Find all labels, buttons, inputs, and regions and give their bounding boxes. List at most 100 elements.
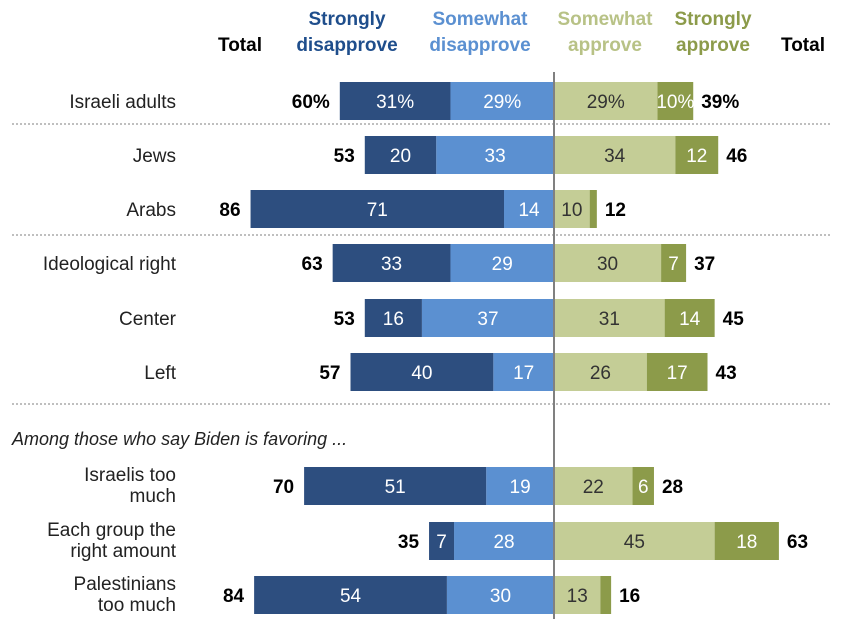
- segment-label-strongly-disapprove: 31%: [376, 92, 414, 113]
- bar-strongly-disapprove: [332, 244, 451, 282]
- bar-somewhat-disapprove: [450, 244, 554, 282]
- total-approve: 16: [619, 586, 640, 607]
- segment-label-strongly-approve: 14: [679, 309, 701, 330]
- total-approve: 12: [605, 200, 626, 221]
- row-label: Arabs: [126, 200, 176, 221]
- row-label: Left: [144, 363, 176, 384]
- bar-somewhat-disapprove: [486, 467, 554, 505]
- segment-label-somewhat-disapprove: 33: [485, 146, 506, 167]
- segment-label-somewhat-approve: 22: [583, 477, 604, 498]
- segment-label-somewhat-approve: 26: [590, 363, 611, 384]
- segment-label-strongly-disapprove: 54: [340, 586, 362, 607]
- bar-strongly-approve: [675, 136, 719, 174]
- total-approve: 28: [662, 477, 683, 498]
- row-label: Ideological right: [43, 254, 177, 275]
- segment-label-somewhat-disapprove: 29%: [483, 92, 521, 113]
- bar-strongly-disapprove: [364, 299, 422, 337]
- bar-somewhat-disapprove: [436, 136, 554, 174]
- bar-strongly-disapprove: [304, 467, 487, 505]
- bar-strongly-disapprove: [339, 82, 451, 120]
- bar-strongly-disapprove: [254, 576, 447, 614]
- total-disapprove: 57: [319, 363, 340, 384]
- bar-strongly-approve: [600, 576, 612, 614]
- bar-somewhat-approve: [554, 522, 715, 560]
- bar-somewhat-disapprove: [454, 522, 554, 560]
- total-disapprove: 70: [273, 477, 294, 498]
- row-label: Palestinians: [74, 574, 176, 595]
- section-label: Among those who say Biden is favoring ..…: [11, 429, 347, 449]
- segment-label-strongly-disapprove: 40: [411, 363, 432, 384]
- segment-label-somewhat-disapprove: 28: [493, 532, 514, 553]
- header-strongly-disapprove: Strongly: [308, 9, 385, 30]
- bar-strongly-approve: [589, 190, 597, 228]
- bar-strongly-disapprove: [429, 522, 455, 560]
- total-approve: 63: [787, 532, 808, 553]
- segment-label-somewhat-disapprove: 19: [510, 477, 531, 498]
- row-label: Each group the: [47, 520, 176, 541]
- bar-strongly-disapprove: [350, 353, 494, 391]
- total-disapprove: 53: [334, 309, 355, 330]
- header-strongly-disapprove: disapprove: [296, 35, 397, 56]
- segment-label-strongly-disapprove: 16: [383, 309, 404, 330]
- total-approve: 37: [694, 254, 715, 275]
- bar-somewhat-disapprove: [504, 190, 554, 228]
- bar-strongly-disapprove: [364, 136, 437, 174]
- header-strongly-approve: Strongly: [674, 9, 751, 30]
- row-dividers: [12, 123, 832, 405]
- total-approve: 39%: [701, 92, 739, 113]
- chart-rows: Israeli adults 31% 29% 29% 10% 60% 39% Jews 20 33…: [43, 82, 808, 616]
- bar-somewhat-disapprove: [421, 299, 554, 337]
- header-total-right: Total: [781, 35, 825, 56]
- segment-label-strongly-approve: 6: [638, 477, 649, 498]
- segment-label-strongly-approve: 18: [736, 532, 757, 553]
- bar-somewhat-approve: [554, 353, 647, 391]
- segment-label-somewhat-approve: 34: [604, 146, 626, 167]
- header-somewhat-approve: Somewhat: [557, 9, 653, 30]
- bar-somewhat-disapprove: [450, 82, 554, 120]
- total-disapprove: 60%: [292, 92, 330, 113]
- row-label: Israelis too: [84, 465, 176, 486]
- segment-label-somewhat-approve: 30: [597, 254, 618, 275]
- bar-somewhat-approve: [554, 82, 658, 120]
- header-total-left: Total: [218, 35, 262, 56]
- total-approve: 45: [723, 309, 745, 330]
- segment-label-strongly-approve: 12: [686, 146, 707, 167]
- total-disapprove: 63: [302, 254, 323, 275]
- bar-strongly-disapprove: [250, 190, 505, 228]
- header-somewhat-approve: approve: [568, 35, 642, 56]
- header-somewhat-disapprove: Somewhat: [432, 9, 528, 30]
- segment-label-strongly-approve: 17: [667, 363, 688, 384]
- bar-somewhat-disapprove: [446, 576, 554, 614]
- segment-label-somewhat-disapprove: 14: [518, 200, 540, 221]
- segment-label-somewhat-disapprove: 29: [492, 254, 513, 275]
- segment-label-somewhat-approve: 29%: [587, 92, 625, 113]
- bar-somewhat-approve: [554, 576, 601, 614]
- bar-strongly-approve: [661, 244, 687, 282]
- bar-somewhat-approve: [554, 190, 590, 228]
- segment-label-strongly-disapprove: 51: [385, 477, 406, 498]
- total-disapprove: 53: [334, 146, 355, 167]
- segment-label-somewhat-approve: 13: [567, 586, 588, 607]
- segment-label-somewhat-approve: 45: [624, 532, 645, 553]
- segment-label-strongly-approve: 10%: [656, 92, 694, 113]
- segment-label-somewhat-approve: 10: [561, 200, 582, 221]
- bar-somewhat-disapprove: [493, 353, 554, 391]
- bar-strongly-approve: [646, 353, 708, 391]
- bar-strongly-approve: [632, 467, 654, 505]
- total-disapprove: 86: [219, 200, 240, 221]
- segment-label-strongly-disapprove: 33: [381, 254, 402, 275]
- row-label: Center: [119, 309, 177, 330]
- row-label: much: [130, 486, 176, 507]
- segment-label-strongly-disapprove: 7: [436, 532, 447, 553]
- total-approve: 46: [726, 146, 747, 167]
- column-headers: Total Strongly disapprove Somewhat disap…: [218, 9, 825, 56]
- header-somewhat-disapprove: disapprove: [429, 35, 530, 56]
- segment-label-strongly-approve: 7: [668, 254, 679, 275]
- bar-strongly-approve: [664, 299, 715, 337]
- bar-strongly-approve: [714, 522, 779, 560]
- row-label: Jews: [133, 146, 176, 167]
- header-strongly-approve: approve: [676, 35, 750, 56]
- row-label: too much: [98, 595, 176, 616]
- segment-label-strongly-disapprove: 20: [390, 146, 411, 167]
